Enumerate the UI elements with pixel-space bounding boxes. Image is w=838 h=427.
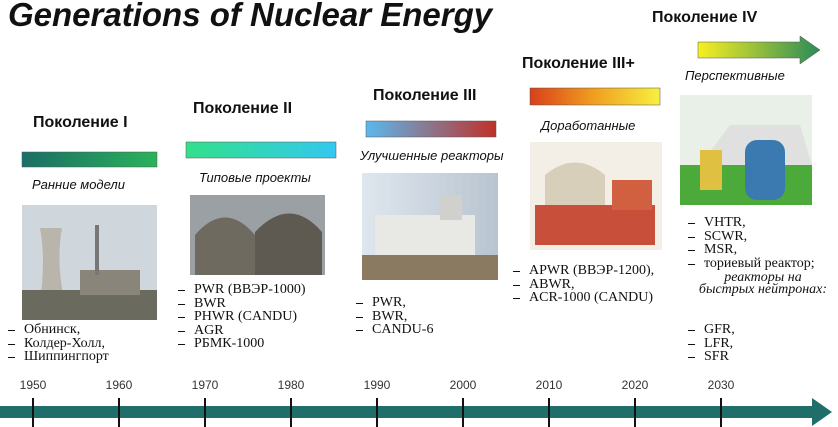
list-item: CANDU-6 xyxy=(354,323,433,337)
title: Generations of Nuclear Energy xyxy=(8,0,492,34)
bullet xyxy=(688,330,695,331)
bullet xyxy=(8,344,15,345)
timeline-year: 2000 xyxy=(450,378,477,392)
bullet xyxy=(513,285,520,286)
bullet xyxy=(688,237,695,238)
fast-reactors-label: реакторы на быстрых нейтронах: xyxy=(698,272,828,296)
item-list: APWR (ВВЭР-1200),ABWR,ACR-1000 (CANDU) xyxy=(511,264,654,305)
gen-arrow xyxy=(698,36,820,64)
photo-gen2 xyxy=(190,195,325,275)
item-list: VHTR,SCWR,MSR,ториевый реактор; xyxy=(686,216,815,270)
list-item: MSR, xyxy=(686,243,815,257)
gen-bar xyxy=(186,142,336,158)
list-item: ABWR, xyxy=(511,278,654,292)
item-list: Обнинск,Колдер-Холл,Шиппингпорт xyxy=(6,323,109,364)
gen-bar xyxy=(366,121,496,137)
timeline-year: 1990 xyxy=(364,378,391,392)
item-text: SFR xyxy=(704,349,729,364)
photo-gen1 xyxy=(22,205,157,320)
page: Generations of Nuclear Energy Поколение … xyxy=(0,0,838,427)
list-item: GFR, xyxy=(686,323,735,337)
list-item: BWR, xyxy=(354,310,433,324)
list-item: РБМК-1000 xyxy=(176,337,306,351)
gen-bar xyxy=(530,88,660,105)
generation-subtitle: Перспективные xyxy=(685,68,785,83)
photo-gen4 xyxy=(680,95,812,205)
timeline-year: 2020 xyxy=(622,378,649,392)
list-item: PHWR (CANDU) xyxy=(176,310,306,324)
list-item: VHTR, xyxy=(686,216,815,230)
bullet xyxy=(356,317,363,318)
bullet xyxy=(178,304,185,305)
timeline-year: 1960 xyxy=(106,378,133,392)
bullet xyxy=(356,303,363,304)
list-item: Колдер-Холл, xyxy=(6,337,109,351)
timeline-year: 1980 xyxy=(278,378,305,392)
photo-gen3 xyxy=(362,173,498,280)
photo-gen3plus xyxy=(530,142,662,250)
generation-title: Поколение III xyxy=(373,87,476,105)
item-text: ториевый реактор; xyxy=(704,256,815,271)
timeline-year: 1970 xyxy=(192,378,219,392)
generation-subtitle: Улучшенные реакторы xyxy=(360,148,504,163)
bullet xyxy=(8,357,15,358)
generation-subtitle: Доработанные xyxy=(541,118,635,133)
list-item: APWR (ВВЭР-1200), xyxy=(511,264,654,278)
item-text: Шиппингпорт xyxy=(24,349,109,364)
item-text: ACR-1000 (CANDU) xyxy=(529,290,653,305)
bullet xyxy=(688,264,695,265)
list-item: AGR xyxy=(176,324,306,338)
item-list: GFR,LFR,SFR xyxy=(686,323,735,364)
list-item: SCWR, xyxy=(686,230,815,244)
bullet xyxy=(356,330,363,331)
bullet xyxy=(688,344,695,345)
list-item: ACR-1000 (CANDU) xyxy=(511,291,654,305)
item-text: РБМК-1000 xyxy=(194,336,264,351)
bullet xyxy=(178,290,185,291)
item-list: PWR,BWR,CANDU-6 xyxy=(354,296,433,337)
list-item: Шиппингпорт xyxy=(6,350,109,364)
list-item: Обнинск, xyxy=(6,323,109,337)
list-item: BWR xyxy=(176,297,306,311)
generation-title: Поколение IV xyxy=(652,9,757,27)
list-item: ториевый реактор; xyxy=(686,257,815,271)
bullet xyxy=(688,357,695,358)
gen-bar xyxy=(22,152,157,167)
timeline-year: 2010 xyxy=(536,378,563,392)
generation-title: Поколение I xyxy=(33,114,128,132)
generation-title: Поколение III+ xyxy=(522,55,635,73)
generation-subtitle: Ранние модели xyxy=(32,177,125,192)
item-text: CANDU-6 xyxy=(372,322,433,337)
generation-title: Поколение II xyxy=(193,100,292,118)
bullet xyxy=(513,298,520,299)
list-item: SFR xyxy=(686,350,735,364)
timeline-year: 1950 xyxy=(20,378,47,392)
bullet xyxy=(178,344,185,345)
timeline-year: 2030 xyxy=(708,378,735,392)
timeline-arrow xyxy=(0,398,832,426)
generation-subtitle: Типовые проекты xyxy=(199,170,311,185)
bullet xyxy=(688,250,695,251)
bullet xyxy=(178,331,185,332)
bullet xyxy=(8,330,15,331)
bullet xyxy=(513,271,520,272)
list-item: PWR, xyxy=(354,296,433,310)
list-item: PWR (ВВЭР-1000) xyxy=(176,283,306,297)
bullet xyxy=(688,223,695,224)
bullet xyxy=(178,317,185,318)
list-item: LFR, xyxy=(686,337,735,351)
